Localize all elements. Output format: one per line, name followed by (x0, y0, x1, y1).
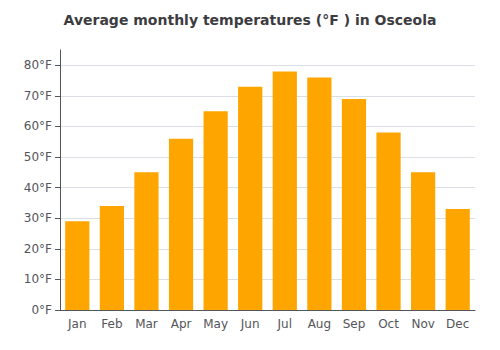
svg-text:40°F: 40°F (24, 181, 52, 195)
svg-text:80°F: 80°F (24, 58, 52, 72)
svg-text:Jan: Jan (67, 317, 87, 331)
svg-text:0°F: 0°F (31, 303, 52, 317)
svg-text:Dec: Dec (446, 317, 469, 331)
svg-text:Apr: Apr (171, 317, 192, 331)
svg-text:Oct: Oct (378, 317, 399, 331)
svg-text:May: May (203, 317, 228, 331)
svg-text:Sep: Sep (343, 317, 366, 331)
svg-text:Jun: Jun (240, 317, 260, 331)
svg-text:Average monthly temperatures (: Average monthly temperatures (°F ) in Os… (64, 12, 437, 28)
svg-text:20°F: 20°F (24, 242, 52, 256)
svg-text:Jul: Jul (277, 317, 292, 331)
svg-text:Mar: Mar (135, 317, 158, 331)
svg-text:10°F: 10°F (24, 272, 52, 286)
svg-text:60°F: 60°F (24, 119, 52, 133)
svg-text:70°F: 70°F (24, 89, 52, 103)
svg-text:Nov: Nov (411, 317, 434, 331)
svg-text:Feb: Feb (101, 317, 122, 331)
svg-text:50°F: 50°F (24, 150, 52, 164)
svg-text:Aug: Aug (308, 317, 331, 331)
svg-text:30°F: 30°F (24, 211, 52, 225)
